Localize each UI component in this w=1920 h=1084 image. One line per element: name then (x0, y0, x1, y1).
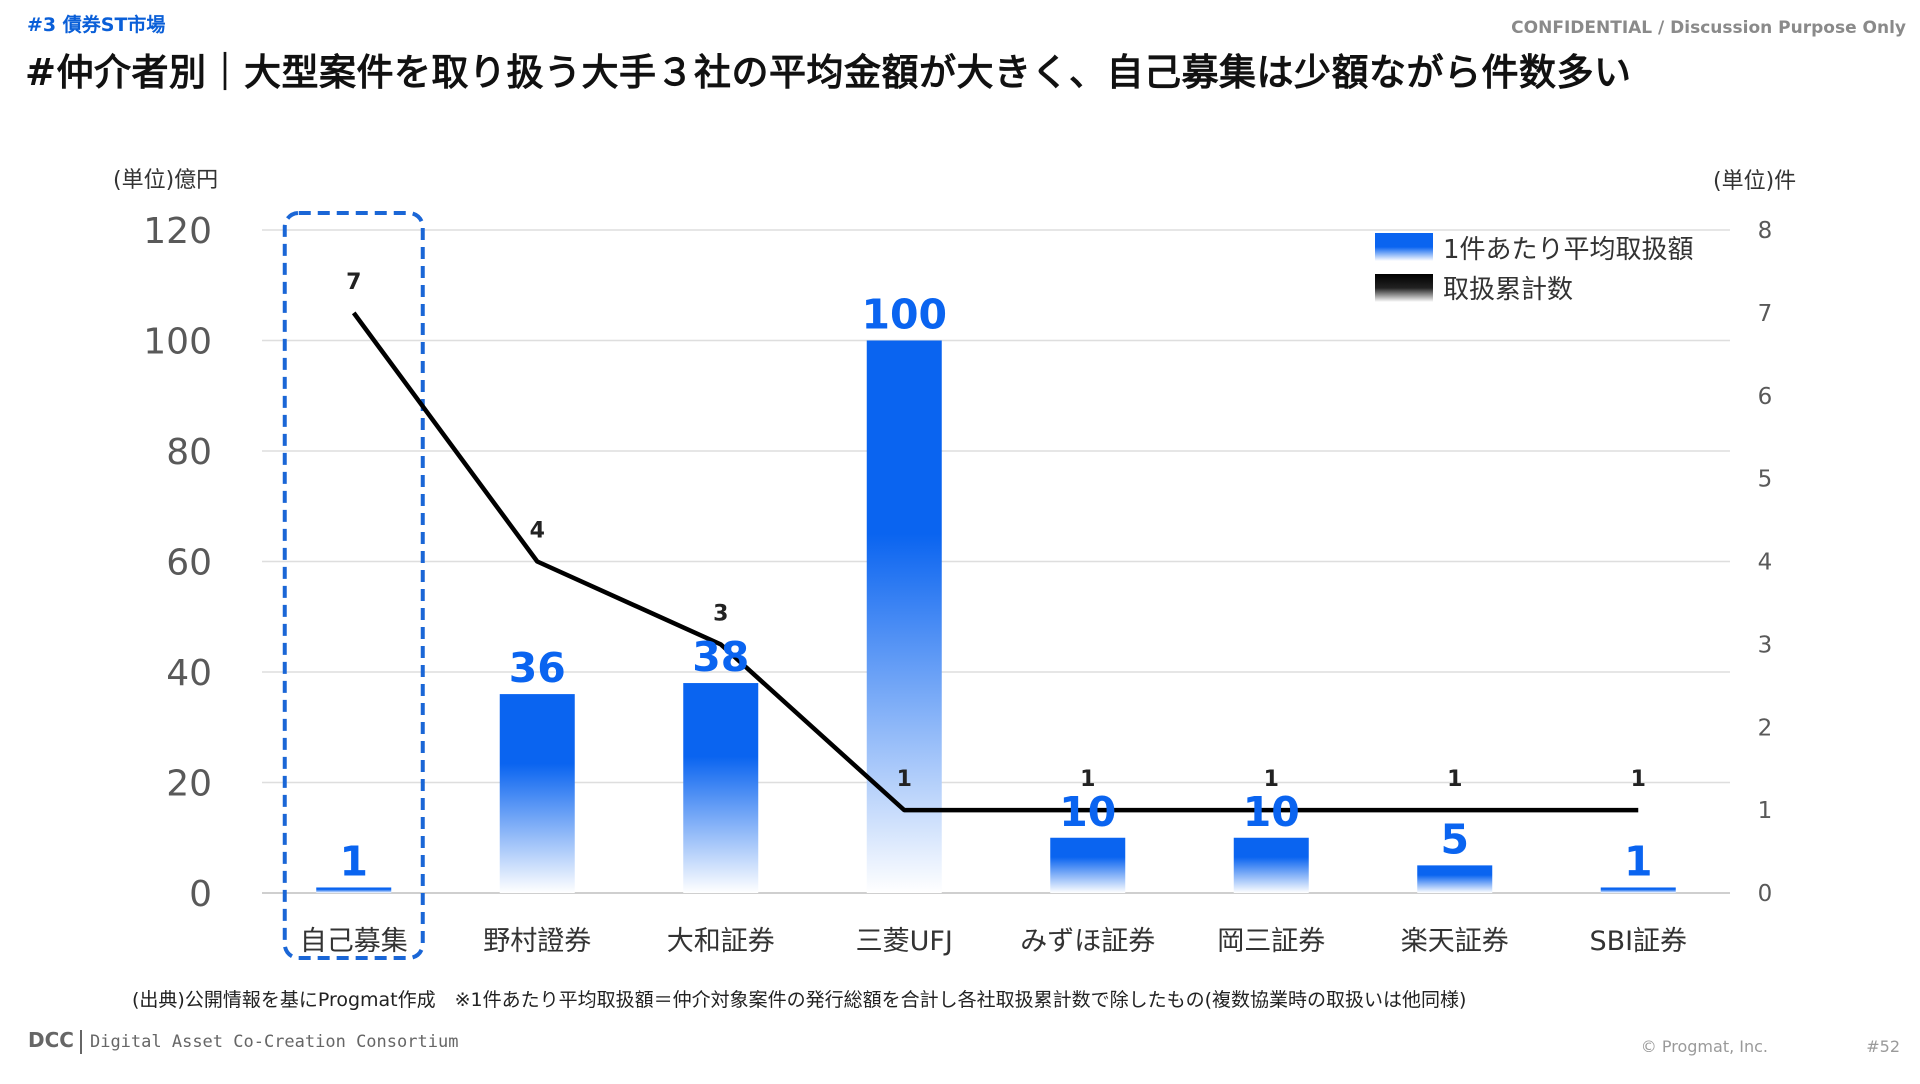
bar (1417, 865, 1493, 893)
line-value-label: 1 (1080, 767, 1095, 792)
bar (683, 683, 759, 893)
y-left-tick-label: 100 (143, 322, 212, 363)
section-tag: #3 債券ST市場 (27, 14, 166, 36)
line-value-label: 4 (530, 519, 545, 544)
y-right-tick-label: 4 (1758, 550, 1773, 576)
bar-value-label: 1 (1624, 837, 1653, 885)
category-label: みずほ証券 (1020, 926, 1155, 957)
logo-mark: DCC (28, 1028, 74, 1052)
category-label: 野村證券 (483, 926, 591, 957)
bar-value-label: 100 (861, 291, 947, 339)
y-left-tick-label: 120 (143, 211, 212, 252)
bar (499, 694, 575, 893)
y-left-tick-label: 20 (166, 764, 212, 805)
y-left-axis-title: (単位)億円 (113, 168, 218, 193)
legend-label-line: 取扱累計数 (1443, 275, 1573, 305)
bar-value-label: 10 (1243, 788, 1300, 836)
bar (1600, 887, 1676, 893)
page-title: #仲介者別｜大型案件を取り扱う大手３社の平均金額が大きく、自己募集は少額ながら件… (25, 51, 1632, 94)
y-right-tick-label: 1 (1758, 798, 1773, 824)
y-left-tick-label: 80 (166, 432, 212, 473)
line-value-label: 3 (713, 601, 728, 626)
y-right-tick-label: 5 (1758, 467, 1773, 493)
y-right-tick-label: 0 (1758, 881, 1773, 907)
bar-value-label: 5 (1440, 815, 1469, 863)
copyright: © Progmat, Inc. (1640, 1037, 1768, 1056)
confidential-label: CONFIDENTIAL / Discussion Purpose Only (1511, 18, 1906, 38)
bar-value-label: 38 (692, 633, 749, 681)
line-value-label: 1 (1264, 767, 1279, 792)
footer-logo: DCC Digital Asset Co-Creation Consortium (28, 1028, 458, 1054)
bar (316, 887, 392, 893)
line-value-label: 1 (897, 767, 912, 792)
y-right-tick-label: 3 (1758, 632, 1773, 658)
y-right-tick-label: 8 (1758, 218, 1773, 244)
bar-value-label: 36 (509, 644, 566, 692)
legend-swatch-line (1375, 274, 1433, 302)
category-label: SBI証券 (1589, 926, 1687, 957)
category-label: 大和証券 (667, 926, 775, 957)
line-series (351, 311, 1639, 813)
line-value-label: 7 (346, 270, 361, 295)
bar-value-label: 10 (1059, 788, 1116, 836)
y-left-tick-label: 0 (189, 874, 212, 915)
page-number: #52 (1866, 1037, 1900, 1056)
y-left-tick-label: 60 (166, 543, 212, 584)
y-right-tick-label: 2 (1758, 715, 1773, 741)
source-note: (出典)公開情報を基にProgmat作成 ※1件あたり平均取扱額＝仲介対象案件の… (132, 989, 1467, 1011)
y-right-tick-label: 6 (1758, 384, 1773, 410)
bar-value-label: 1 (339, 837, 368, 885)
bar (1233, 837, 1309, 893)
logo-org: Digital Asset Co-Creation Consortium (89, 1032, 459, 1052)
bar (1050, 837, 1126, 893)
category-label: 楽天証券 (1401, 926, 1509, 957)
legend-label-bar: 1件あたり平均取扱額 (1443, 235, 1694, 265)
category-label: 岡三証券 (1217, 926, 1325, 957)
logo-divider (79, 1029, 82, 1054)
category-label: 三菱UFJ (856, 926, 953, 957)
bar (866, 340, 942, 893)
category-label: 自己募集 (300, 926, 408, 957)
line-value-label: 1 (1447, 767, 1462, 792)
line-value-label: 1 (1631, 767, 1646, 792)
legend-swatch-bar (1375, 233, 1433, 261)
y-right-axis-title: (単位)件 (1713, 169, 1796, 194)
y-right-tick-label: 7 (1758, 301, 1773, 327)
y-left-tick-label: 40 (166, 653, 212, 694)
